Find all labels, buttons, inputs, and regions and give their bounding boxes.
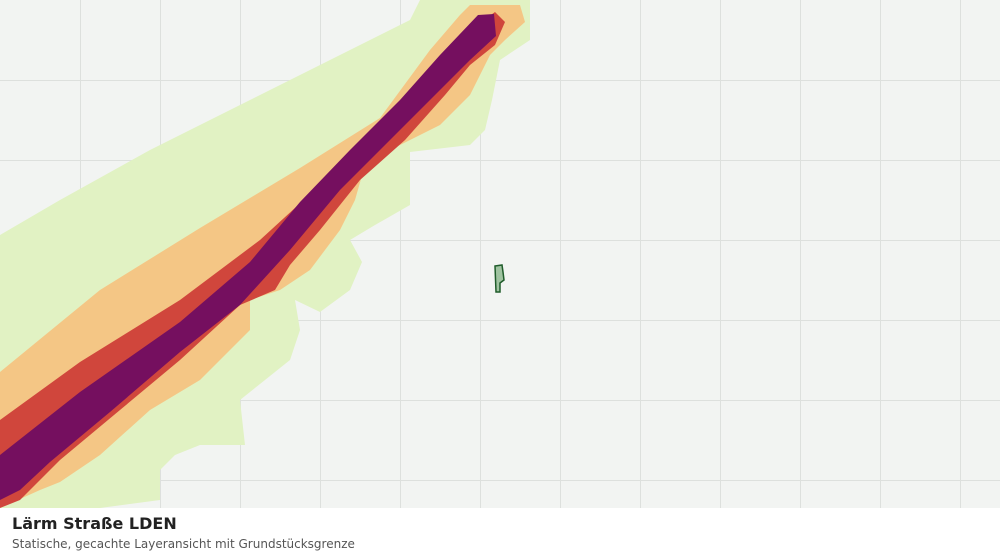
noise-band-very-high [0,14,496,500]
parcel-boundary [494,264,505,293]
layer-subtitle: Statische, gecachte Layeransicht mit Gru… [12,537,355,551]
map [0,0,1000,508]
legend-panel: Lärm Straße LDEN Statische, gecachte Lay… [0,508,1000,560]
layer-title: Lärm Straße LDEN [12,514,177,533]
